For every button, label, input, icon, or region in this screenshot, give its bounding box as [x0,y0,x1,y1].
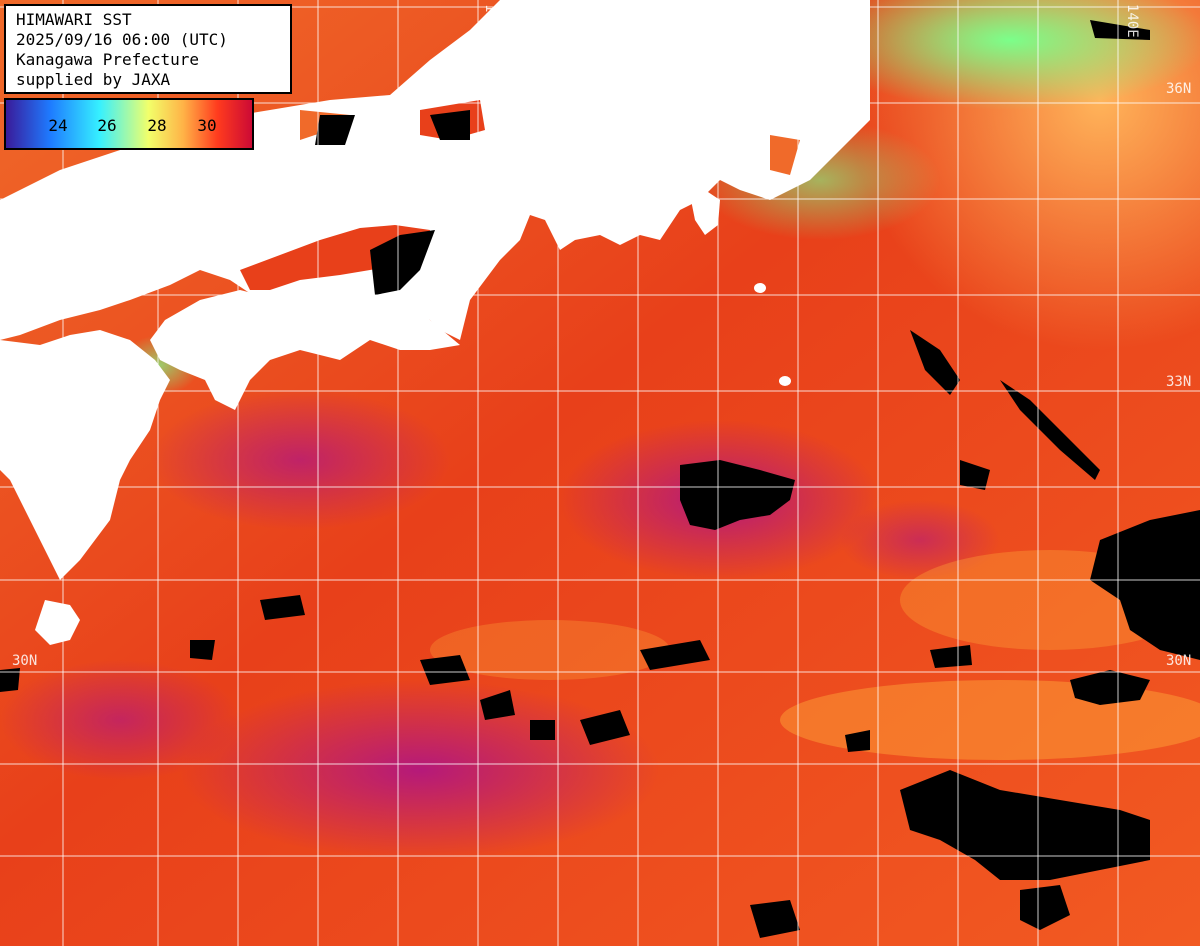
hot-water-region [840,500,1000,580]
land-island-small [779,376,791,386]
info-box: HIMAWARI SST 2025/09/16 06:00 (UTC) Kana… [4,4,292,94]
legend-tick: 28 [147,116,167,135]
timestamp: 2025/09/16 06:00 (UTC) [16,30,228,49]
lon-label-140e: 140E [1124,4,1140,38]
mild-water-streak [430,620,670,680]
legend-tick: 26 [97,116,117,135]
lat-label-30n-left: 30N [12,653,38,669]
cloud-masks [0,20,1200,938]
bay-water [770,135,800,175]
lat-label-33n-left: 33N [10,374,36,390]
color-legend: 24 26 28 30 [4,98,254,150]
provider: Kanagawa Prefecture [16,50,200,69]
hot-water-region [150,390,450,530]
legend-gradient [6,100,252,148]
land-kyushu [0,330,170,580]
product-title: HIMAWARI SST [16,10,132,29]
inland-sea [240,225,430,290]
lat-label-30n-right: 30N [1166,653,1192,669]
hot-water-region [0,660,240,780]
land-izu [690,190,720,235]
lon-label-135e: 135E [482,4,498,38]
legend-tick: 24 [48,116,68,135]
legend-tick: 30 [197,116,217,135]
land-shikoku [150,290,460,410]
land-island [0,395,35,460]
hot-water-region [180,680,660,860]
data-source: supplied by JAXA [16,70,171,89]
lat-label-36n-right: 36N [1166,81,1192,97]
lat-label-33n-right: 33N [1166,374,1192,390]
land-island [35,600,80,645]
land-izu-oshima [754,283,766,293]
land-honshu [0,0,870,340]
